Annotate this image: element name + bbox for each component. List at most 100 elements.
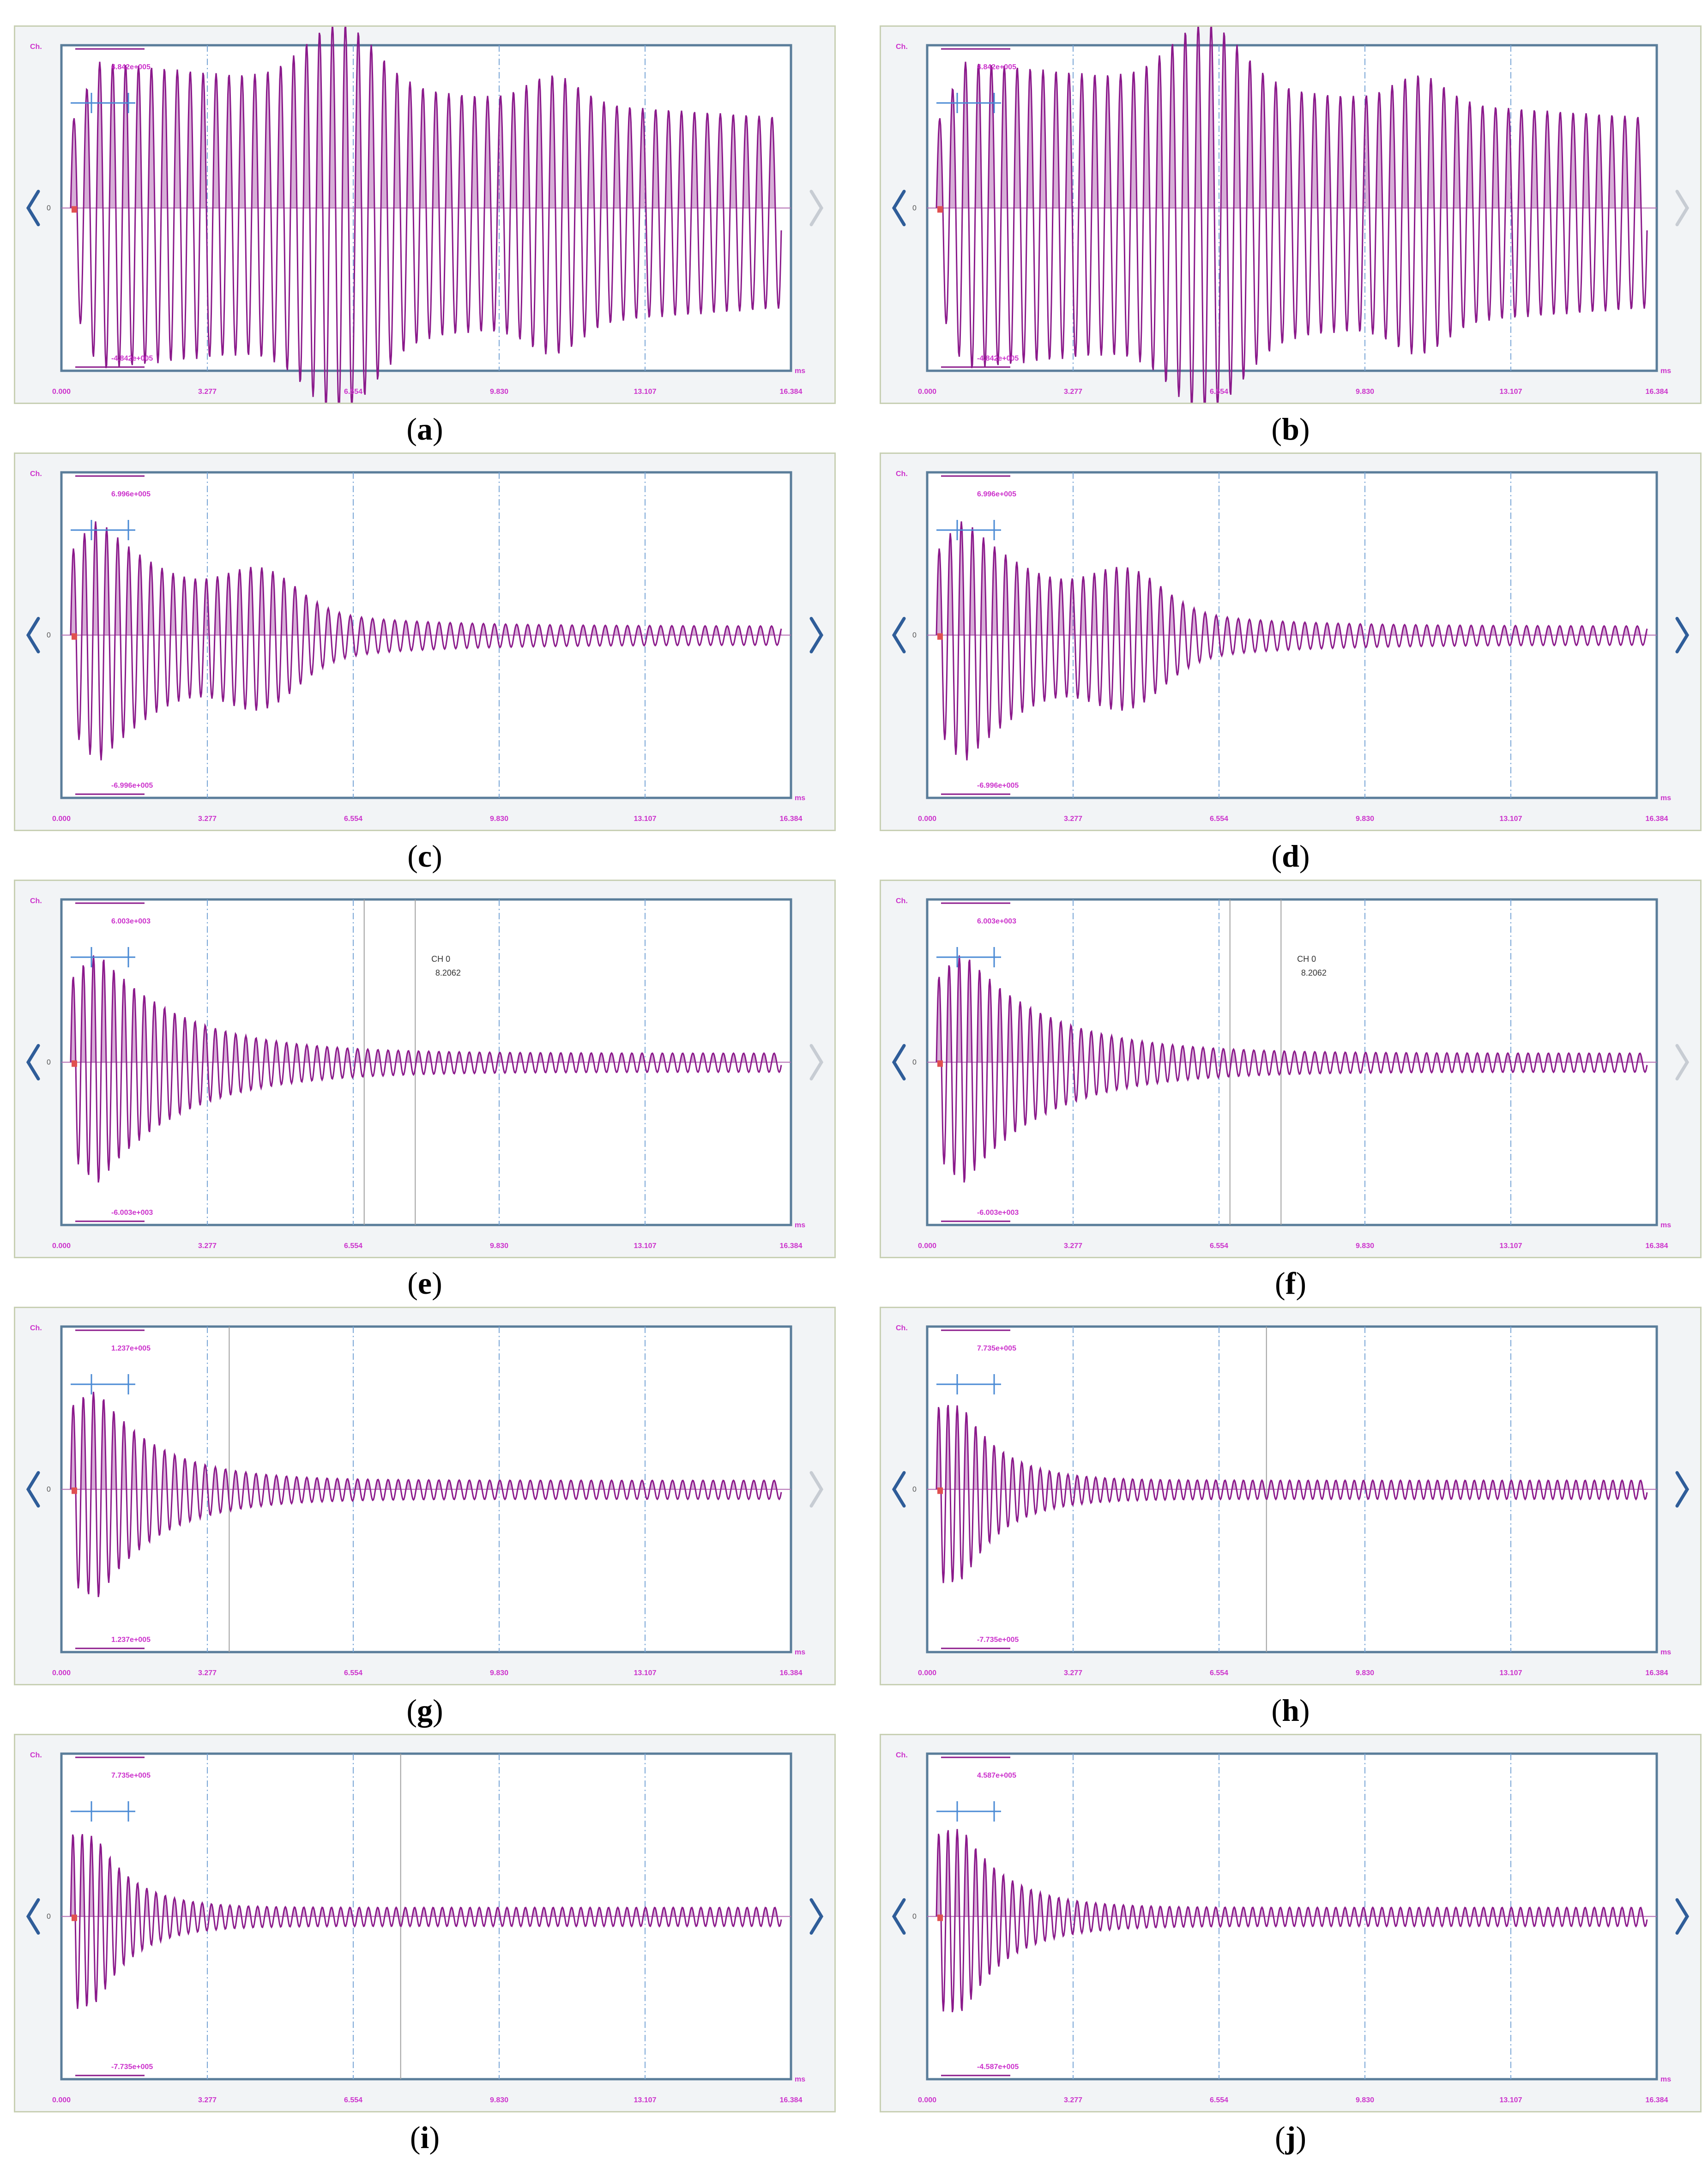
unit-label: ms (795, 1648, 805, 1656)
waveform-fill (936, 1405, 1648, 1490)
cursor-channel-label: CH 0 (1297, 954, 1316, 964)
x-tick-label: 16.384 (1646, 2096, 1668, 2104)
chevron-right-icon[interactable] (1675, 617, 1690, 653)
chevron-right-icon[interactable] (1675, 1471, 1690, 1508)
panel-letter: j (1285, 2120, 1296, 2155)
trigger-marker[interactable] (937, 633, 943, 640)
channel-label: Ch. (30, 1751, 42, 1759)
panel-caption: (i) (410, 2120, 440, 2155)
max-value-label: 4.587e+005 (977, 1772, 1016, 1780)
x-tick-label: 13.107 (634, 1669, 657, 1677)
min-value-label: -4.842e+005 (111, 355, 153, 362)
waveform-panel-g: Ch. 0 1.237e+005 1.237e+005 ms 0.000 3.277 6.55… (14, 1307, 836, 1685)
x-tick-label: 16.384 (780, 1669, 803, 1677)
x-tick-label: 9.830 (490, 1242, 508, 1250)
oscilloscope-plot: Ch. 0 7.735e+005 -7.735e+005 ms 0.000 3.277 6.5… (26, 1751, 824, 2104)
trigger-marker[interactable] (72, 206, 77, 213)
x-tick-label: 6.554 (344, 2096, 362, 2104)
chevron-right-icon[interactable] (1675, 190, 1690, 226)
oscilloscope-plot: Ch. 0 4.842e+005 -4.842e+005 ms 0.000 3.277 6.5… (26, 27, 824, 403)
max-value-label: 4.842e+005 (977, 63, 1016, 71)
chevron-left-icon[interactable] (892, 617, 906, 653)
chevron-left-icon[interactable] (26, 1471, 40, 1508)
waveform-fill (936, 45, 1648, 208)
chevron-left-icon[interactable] (26, 1044, 40, 1080)
x-tick-label: 16.384 (780, 388, 803, 396)
trigger-marker[interactable] (72, 1060, 77, 1067)
x-tick-label: 9.830 (490, 1669, 508, 1677)
min-value-label: -6.996e+005 (111, 782, 153, 790)
channel-label: Ch. (30, 43, 42, 51)
chevron-right-icon[interactable] (1675, 1044, 1690, 1080)
x-tick-label: 9.830 (1356, 1669, 1374, 1677)
panel-letter: i (420, 2120, 429, 2155)
waveform-panel-a: Ch. 0 4.842e+005 -4.842e+005 ms 0.000 3.277 6.5… (14, 25, 836, 404)
zero-label: 0 (47, 1486, 51, 1494)
chevron-right-icon[interactable] (809, 1471, 824, 1508)
chevron-right-icon[interactable] (1675, 1898, 1690, 1935)
chevron-left-icon[interactable] (26, 617, 40, 653)
cursor-channel-label: CH 0 (431, 954, 450, 964)
zero-label: 0 (912, 1059, 917, 1067)
waveform-panel-h: Ch. 0 7.735e+005 -7.735e+005 ms 0.000 3.277 6.5… (880, 1307, 1702, 1685)
panel-letter: g (417, 1693, 433, 1728)
zero-label: 0 (47, 632, 51, 640)
trigger-marker[interactable] (937, 1060, 943, 1067)
max-value-label: 6.996e+005 (111, 490, 151, 498)
oscilloscope-plot: Ch. 0 6.003e+003 -6.003e+003 ms 0.000 3.277 6.5… (892, 897, 1690, 1250)
chevron-right-icon[interactable] (809, 1898, 824, 1935)
x-tick-label: 6.554 (344, 815, 362, 823)
waveform-trace (935, 27, 1648, 403)
chevron-left-icon[interactable] (892, 190, 906, 226)
x-tick-label: 0.000 (918, 2096, 936, 2104)
x-tick-label: 13.107 (634, 815, 657, 823)
x-tick-label: 16.384 (1646, 815, 1668, 823)
unit-label: ms (1660, 1221, 1671, 1229)
x-tick-label: 3.277 (198, 2096, 217, 2104)
waveform-panel-e: Ch. 0 6.003e+003 -6.003e+003 ms 0.000 3.277 6.5… (14, 880, 836, 1258)
zero-label: 0 (47, 205, 51, 212)
unit-label: ms (795, 794, 805, 802)
oscilloscope-plot: Ch. 0 4.587e+005 -4.587e+005 ms 0.000 3.277 6.5… (892, 1751, 1690, 2104)
chevron-left-icon[interactable] (892, 1898, 906, 1935)
x-tick-label: 6.554 (1210, 2096, 1228, 2104)
min-value-label: 1.237e+005 (111, 1636, 151, 1644)
cursor-value-readout: 8.2062 (1301, 968, 1327, 977)
oscilloscope-plot: Ch. 0 7.735e+005 -7.735e+005 ms 0.000 3.277 6.5… (892, 1324, 1690, 1677)
channel-label: Ch. (896, 1324, 908, 1332)
waveform-trace (70, 521, 782, 760)
channel-label: Ch. (30, 1324, 42, 1332)
max-value-label: 1.237e+005 (111, 1345, 151, 1352)
trigger-marker[interactable] (72, 1487, 77, 1494)
chevron-left-icon[interactable] (26, 1898, 40, 1935)
trigger-marker[interactable] (937, 1914, 943, 1921)
x-tick-label: 13.107 (634, 1242, 657, 1250)
chevron-left-icon[interactable] (892, 1044, 906, 1080)
chevron-right-icon[interactable] (809, 617, 824, 653)
x-tick-label: 6.554 (1210, 388, 1228, 396)
waveform-panel-f: Ch. 0 6.003e+003 -6.003e+003 ms 0.000 3.277 6.5… (880, 880, 1702, 1258)
waveform-panel-i: Ch. 0 7.735e+005 -7.735e+005 ms 0.000 3.277 6.5… (14, 1734, 836, 2112)
x-tick-label: 0.000 (52, 388, 71, 396)
max-value-label: 6.996e+005 (977, 490, 1016, 498)
max-value-label: 6.003e+003 (977, 917, 1016, 925)
chevron-left-icon[interactable] (892, 1471, 906, 1508)
x-tick-label: 3.277 (1064, 2096, 1082, 2104)
x-tick-label: 0.000 (918, 815, 936, 823)
zero-label: 0 (912, 632, 917, 640)
chevron-right-icon[interactable] (809, 1044, 824, 1080)
cursor-value-readout: 8.2062 (435, 968, 461, 977)
trigger-marker[interactable] (937, 1487, 943, 1494)
trigger-marker[interactable] (937, 206, 943, 213)
x-tick-label: 3.277 (198, 815, 217, 823)
chevron-right-icon[interactable] (809, 190, 824, 226)
waveform-panel-b: Ch. 0 4.842e+005 -4.842e+005 ms 0.000 3.277 6.5… (880, 25, 1702, 404)
x-tick-label: 3.277 (1064, 1669, 1082, 1677)
x-tick-label: 0.000 (918, 388, 936, 396)
x-tick-label: 13.107 (1500, 388, 1522, 396)
chevron-left-icon[interactable] (26, 190, 40, 226)
waveform-panel-d: Ch. 0 6.996e+005 -6.996e+005 ms 0.000 3.277 6.5… (880, 452, 1702, 831)
trigger-marker[interactable] (72, 1914, 77, 1921)
channel-label: Ch. (896, 470, 908, 478)
trigger-marker[interactable] (72, 633, 77, 640)
